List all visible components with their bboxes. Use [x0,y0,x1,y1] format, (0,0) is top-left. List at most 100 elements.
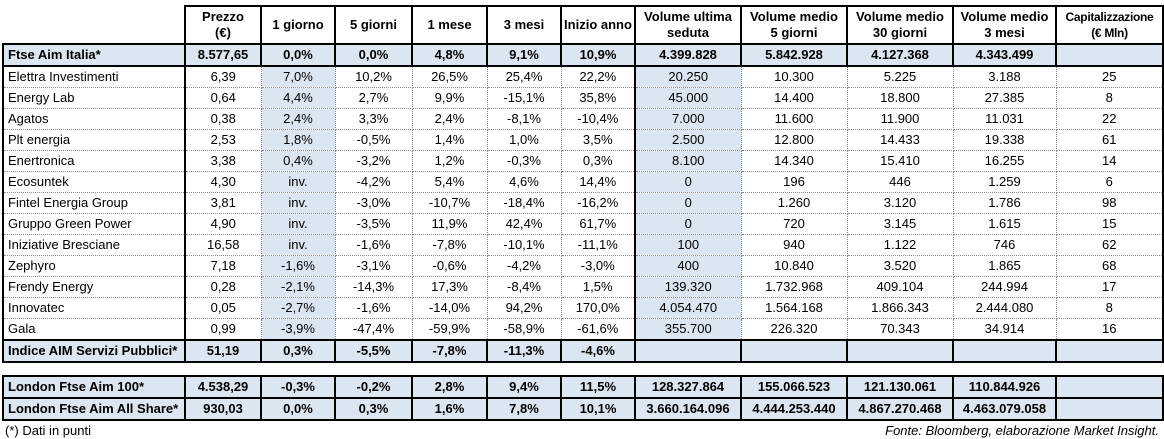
table-row: Gruppo Green Power 4,90 inv. -3,5% 11,9% 42,4… [2,213,1164,235]
column-header: 5 giorni [334,5,413,45]
cell: -0,2% [334,375,413,399]
cell: 12.800 [741,129,848,151]
cell: 4,6% [487,171,562,193]
cell: 25 [1056,66,1164,88]
row-name: Agatos [2,108,186,130]
cell: 0,0% [260,397,336,421]
cell: 1.260 [741,192,848,214]
cell: 1,2% [412,150,488,172]
cell: 14.400 [741,87,848,109]
cell: 0,64 [185,87,262,109]
cell: 1.786 [953,192,1057,214]
cell: 0,4% [261,150,336,172]
cell: 10.840 [741,255,848,277]
cell: 0,0% [335,43,413,67]
cell: 11.031 [953,108,1057,130]
cell: 0,0% [261,43,336,67]
header-row: Prezzo (€) 1 giorno 5 giorni 1 mese 3 mesi In… [3,5,1164,45]
cell: 42,4% [487,213,562,235]
cell: 0,99 [185,318,262,341]
cell [1055,375,1164,399]
cell: 10,2% [335,66,413,88]
cell: 1,6% [411,397,488,421]
cell: 35,8% [561,87,636,109]
cell: 45.000 [635,87,742,109]
cell: 5.842.928 [741,43,848,67]
row-name: Enertronica [2,150,186,172]
cell: 4,90 [185,213,262,235]
column-header: Volume ultima seduta [634,5,742,45]
cell: 128.327.864 [634,375,742,399]
cell: 15 [1056,213,1164,235]
cell: 5,4% [412,171,488,193]
cell: 9,1% [487,43,562,67]
cell: 746 [953,234,1057,256]
cell: 4.343.499 [953,43,1057,67]
cell: -0,5% [335,129,413,151]
cell [953,339,1057,363]
cell: 4.127.368 [847,43,954,67]
cell: -3,9% [261,318,336,341]
table-row: London Ftse Aim 100* 4.538,29 -0,3% -0,2% 2,… [2,375,1164,399]
cell: 3.120 [847,192,954,214]
cell: 1,8% [261,129,336,151]
cell: 62 [1056,234,1164,256]
cell: 6,39 [185,66,262,88]
cell: -16,2% [561,192,636,214]
cell: 70.343 [847,318,954,341]
cell: 3,5% [561,129,636,151]
cell: -15,1% [487,87,562,109]
column-header: Capitalizzazione (€ Mln) [1055,5,1164,45]
cell: -10,7% [412,192,488,214]
cell: 61 [1056,129,1164,151]
cell: 1,0% [487,129,562,151]
cell: 3.145 [847,213,954,235]
row-name: Ecosuntek [2,171,186,193]
cell: 100 [635,234,742,256]
cell: 10.300 [741,66,848,88]
cell: -3,1% [335,255,413,277]
cell: inv. [261,213,336,235]
cell: 2,7% [335,87,413,109]
cell: 244.994 [953,276,1057,298]
cell: 1,5% [561,276,636,298]
cell: 3.188 [953,66,1057,88]
cell: 51,19 [185,339,262,363]
cell: 27.385 [953,87,1057,109]
cell: 0,3% [561,150,636,172]
aim-italia-table: Prezzo (€) 1 giorno 5 giorni 1 mese 3 mesi In… [2,5,1164,363]
row-name: London Ftse Aim 100* [2,375,186,399]
cell: -3,0% [335,192,413,214]
cell: 26,5% [412,66,488,88]
cell: 170,0% [561,297,636,319]
cell: 1.564.168 [741,297,848,319]
footnote: (*) Dati in punti [5,423,91,438]
row-name: Gala [2,318,186,341]
column-header: Volume medio 5 giorni [740,5,848,45]
cell: 930,03 [184,397,262,421]
cell: 4.538,29 [184,375,262,399]
cell: 11,5% [560,375,636,399]
cell: 22,2% [561,66,636,88]
footer: (*) Dati in punti Fonte: Bloomberg, elab… [2,423,1162,439]
cell: 1.732.968 [741,276,848,298]
row-name: Innovatec [2,297,186,319]
cell: -2,7% [261,297,336,319]
cell: inv. [261,192,336,214]
row-name: Plt energia [2,129,186,151]
cell: 4,8% [412,43,488,67]
row-name: Ftse Aim Italia* [2,43,186,67]
cell: 2,4% [261,108,336,130]
cell: 11.600 [741,108,848,130]
cell: inv. [261,234,336,256]
cell [635,339,742,363]
cell: 10,1% [560,397,636,421]
cell: 3.660.164.096 [634,397,742,421]
column-header: Volume medio 30 giorni [846,5,954,45]
cell: 409.104 [847,276,954,298]
cell: -5,5% [335,339,413,363]
row-name: Fintel Energia Group [2,192,186,214]
cell: 16.255 [953,150,1057,172]
cell: 17 [1056,276,1164,298]
